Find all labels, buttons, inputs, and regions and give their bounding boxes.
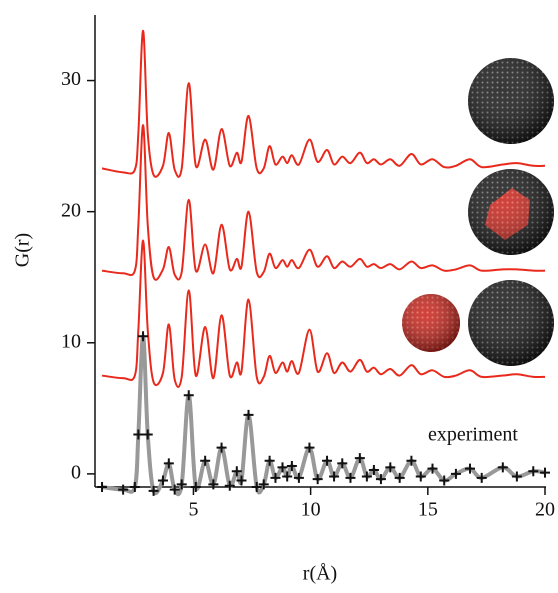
data-point (157, 475, 168, 486)
sphere-images (402, 58, 554, 366)
data-point (511, 471, 522, 482)
data-point (415, 471, 426, 482)
y-tick-label: 0 (71, 461, 81, 483)
data-point (216, 442, 227, 453)
data-point (251, 482, 262, 492)
data-point (450, 468, 461, 479)
data-point (406, 455, 417, 466)
data-point (163, 458, 174, 469)
data-point (293, 472, 304, 483)
data-point (118, 484, 129, 495)
x-tick-label: 10 (301, 499, 321, 521)
data-point (312, 474, 323, 485)
x-tick-label: 20 (535, 499, 555, 521)
series-line (101, 124, 546, 281)
data-point (97, 482, 108, 492)
data-point (270, 472, 281, 483)
data-point (176, 479, 187, 490)
data-point (208, 479, 219, 490)
data-point (329, 471, 340, 482)
data-point (224, 480, 235, 491)
data-point (264, 455, 275, 466)
data-point (385, 462, 396, 473)
data-point (190, 482, 201, 492)
data-point (142, 429, 153, 440)
data-point (286, 461, 297, 472)
data-point (129, 482, 140, 492)
data-point (361, 471, 372, 482)
x-axis-label: r(Å) (303, 563, 337, 585)
data-point (277, 462, 288, 473)
data-point (322, 455, 333, 466)
annotation: experiment (428, 424, 518, 446)
data-point (439, 475, 450, 486)
data-point (540, 467, 550, 478)
data-point (133, 429, 144, 440)
data-point (427, 463, 438, 474)
data-point (231, 466, 242, 477)
data-point (148, 485, 159, 496)
data-point (337, 458, 348, 469)
data-point (138, 331, 149, 342)
data-point (345, 472, 356, 483)
data-point (243, 409, 254, 420)
data-point (476, 472, 487, 483)
y-tick-label: 20 (61, 199, 81, 221)
data-point (183, 390, 194, 401)
series-line (101, 239, 546, 389)
data-point (375, 474, 386, 485)
data-point (304, 442, 315, 453)
data-point (497, 462, 508, 473)
data-point (465, 463, 475, 474)
y-axis-label: G(r) (12, 233, 34, 267)
data-point (282, 471, 293, 482)
data-point (258, 479, 269, 490)
data-point (236, 475, 247, 486)
y-tick-label: 30 (61, 68, 81, 90)
data-point (394, 472, 405, 483)
x-tick-label: 15 (418, 499, 438, 521)
data-point (169, 484, 180, 495)
data-point (368, 464, 379, 475)
data-point (354, 453, 365, 464)
series-line (101, 29, 546, 178)
data-point (200, 455, 211, 466)
data-point (528, 466, 539, 477)
x-tick-label: 5 (188, 499, 198, 521)
y-tick-label: 10 (61, 330, 81, 352)
